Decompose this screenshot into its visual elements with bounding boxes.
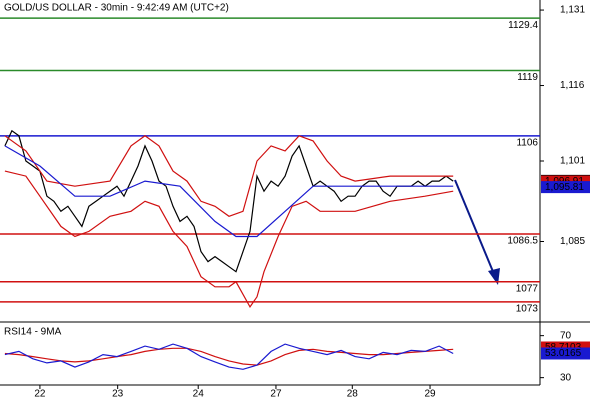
level-label: 1077 [516,283,539,294]
level-label: 1119 [517,72,538,83]
level-label: 1073 [516,304,539,315]
y-tick-label: 30 [560,372,572,383]
y-tick-label: 1,085 [560,236,585,247]
x-tick-label: 23 [112,389,124,400]
arrow-head [488,268,500,285]
y-tick-label: 1,131 [560,5,585,16]
price-tag-label: 53.0165 [545,348,582,359]
series-line [4,343,454,370]
price-tag-label: 1,095.81 [545,182,584,193]
series-line [4,170,454,309]
price-tag [541,347,590,360]
x-tick-label: 28 [347,389,359,400]
series-line [4,129,454,273]
series-line [4,135,454,217]
arrow [454,179,495,275]
panel-title: RSI14 - 9MA [4,327,62,338]
level-label: 1106 [516,137,538,148]
x-tick-label: 22 [34,389,46,400]
y-tick-label: 70 [560,330,572,341]
series-line [4,145,454,238]
y-tick-label: 1,101 [560,156,585,167]
chart-title: GOLD/US DOLLAR - 30min - 9:42:49 AM (UTC… [4,3,229,14]
level-label: 1129.4 [508,20,538,31]
x-tick-label: 27 [270,389,282,400]
x-tick-label: 24 [193,389,205,400]
price-tag [541,181,590,194]
level-label: 1086.5 [507,236,538,247]
y-tick-label: 1,116 [560,80,585,91]
x-tick-label: 29 [424,389,436,400]
